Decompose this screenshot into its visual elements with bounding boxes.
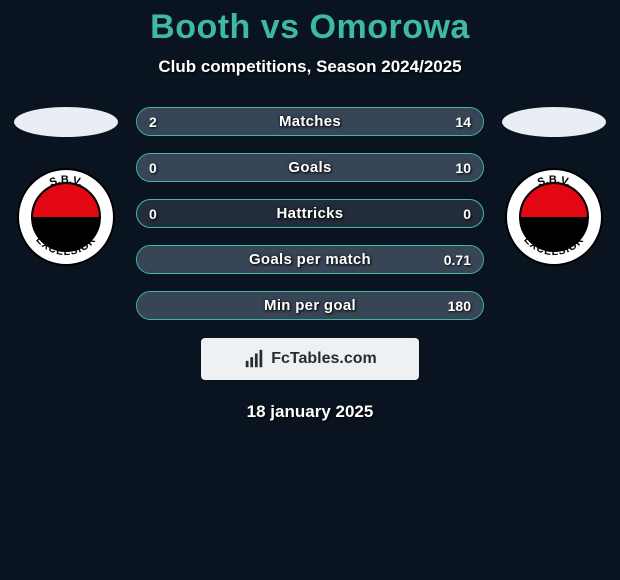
left-club-logo: S.B.V. EXCELSIOR: [16, 167, 116, 272]
stat-label: Hattricks: [137, 200, 483, 227]
stat-label: Min per goal: [137, 292, 483, 319]
footer-brand-badge[interactable]: FcTables.com: [201, 338, 419, 380]
stat-label: Goals per match: [137, 246, 483, 273]
stat-bar: 0.71Goals per match: [136, 245, 484, 274]
right-player-photo: [502, 107, 606, 137]
stat-bar: 214Matches: [136, 107, 484, 136]
excelsior-logo-icon: S.B.V. EXCELSIOR: [16, 167, 116, 267]
excelsior-logo-icon: S.B.V. EXCELSIOR: [504, 167, 604, 267]
chart-icon: [243, 348, 265, 370]
stat-bar: 180Min per goal: [136, 291, 484, 320]
stat-bar: 00Hattricks: [136, 199, 484, 228]
left-player-photo: [14, 107, 118, 137]
stat-bar: 010Goals: [136, 153, 484, 182]
footer-brand-text: FcTables.com: [271, 350, 377, 368]
stat-label: Matches: [137, 108, 483, 135]
stat-label: Goals: [137, 154, 483, 181]
subtitle: Club competitions, Season 2024/2025: [0, 57, 620, 77]
left-player-col: S.B.V. EXCELSIOR: [6, 107, 126, 272]
date-label: 18 january 2025: [0, 402, 620, 422]
comparison-card: Booth vs Omorowa Club competitions, Seas…: [0, 0, 620, 422]
stats-column: 214Matches 010Goals 00Hattricks 0.71Goals p…: [136, 107, 484, 320]
main-row: S.B.V. EXCELSIOR 214Matches 010Goals 00Hat…: [0, 107, 620, 320]
right-club-logo: S.B.V. EXCELSIOR: [504, 167, 604, 272]
right-player-col: S.B.V. EXCELSIOR: [494, 107, 614, 272]
page-title: Booth vs Omorowa: [0, 8, 620, 47]
